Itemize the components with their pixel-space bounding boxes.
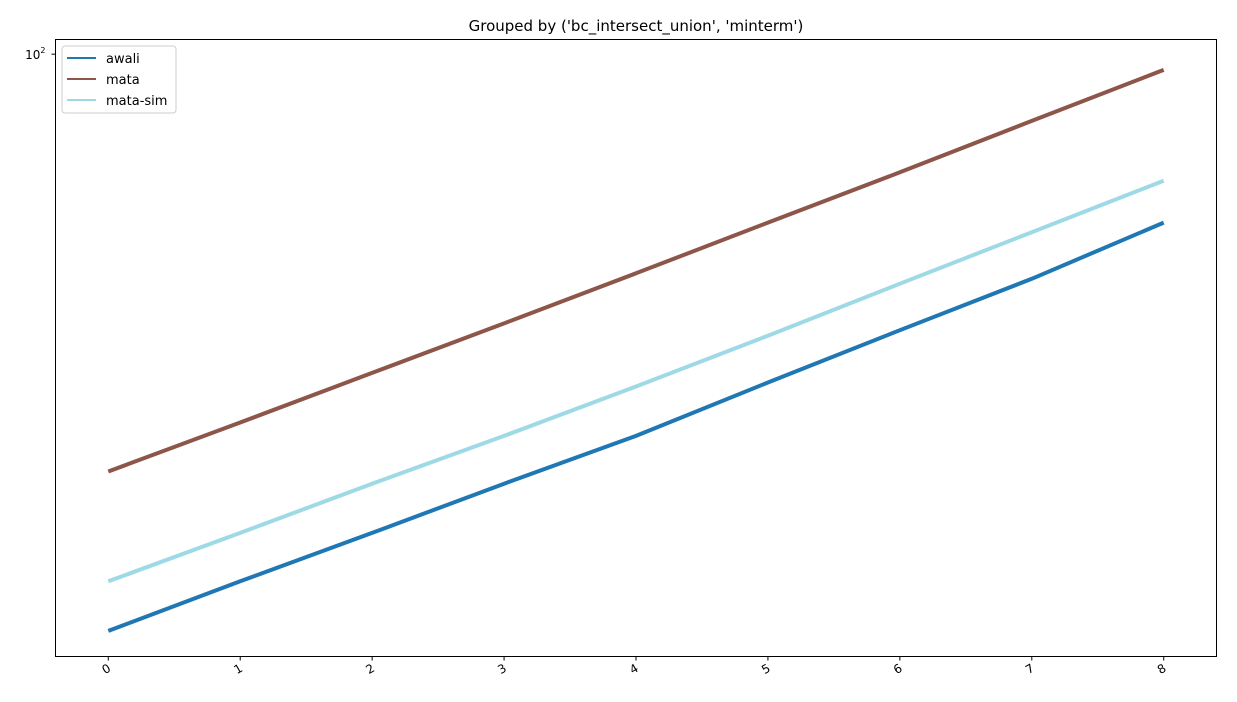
legend-label-mata-sim: mata-sim bbox=[106, 94, 167, 109]
axes-frame bbox=[55, 39, 1217, 657]
x-tick-label: 6 bbox=[891, 661, 905, 677]
plot-area bbox=[107, 68, 1165, 633]
chart-title: Grouped by ('bc_intersect_union', 'minte… bbox=[469, 17, 804, 36]
legend-label-awali: awali bbox=[106, 52, 140, 67]
x-tick-label: 4 bbox=[627, 661, 641, 677]
x-tick-label: 8 bbox=[1155, 661, 1169, 677]
y-tick-label: 102 bbox=[25, 46, 45, 62]
x-axis: 0 1 2 3 4 5 6 7 8 bbox=[99, 656, 1169, 677]
x-tick-label: 3 bbox=[495, 661, 509, 677]
x-tick-label: 2 bbox=[363, 661, 377, 677]
x-tick-label: 5 bbox=[759, 661, 773, 677]
y-axis: 102 bbox=[25, 46, 56, 62]
series-line-awali bbox=[107, 220, 1165, 633]
legend-label-mata: mata bbox=[106, 73, 140, 88]
series-line-mata-sim bbox=[107, 178, 1165, 584]
legend-box bbox=[61, 45, 177, 114]
legend: awali mata mata-sim bbox=[61, 45, 177, 114]
x-tick-label: 1 bbox=[231, 661, 245, 677]
x-tick-label: 0 bbox=[99, 661, 113, 677]
series-line-mata bbox=[107, 68, 1165, 474]
x-tick-label: 7 bbox=[1023, 661, 1037, 677]
